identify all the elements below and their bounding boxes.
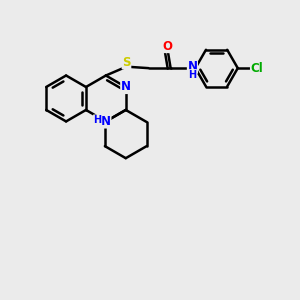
Text: H: H <box>94 115 102 125</box>
Text: N: N <box>121 80 131 94</box>
Text: O: O <box>163 40 173 52</box>
Text: N: N <box>101 115 111 128</box>
Text: H: H <box>188 70 196 80</box>
Text: Cl: Cl <box>250 61 263 75</box>
Text: N: N <box>188 60 197 73</box>
Text: S: S <box>122 56 131 69</box>
